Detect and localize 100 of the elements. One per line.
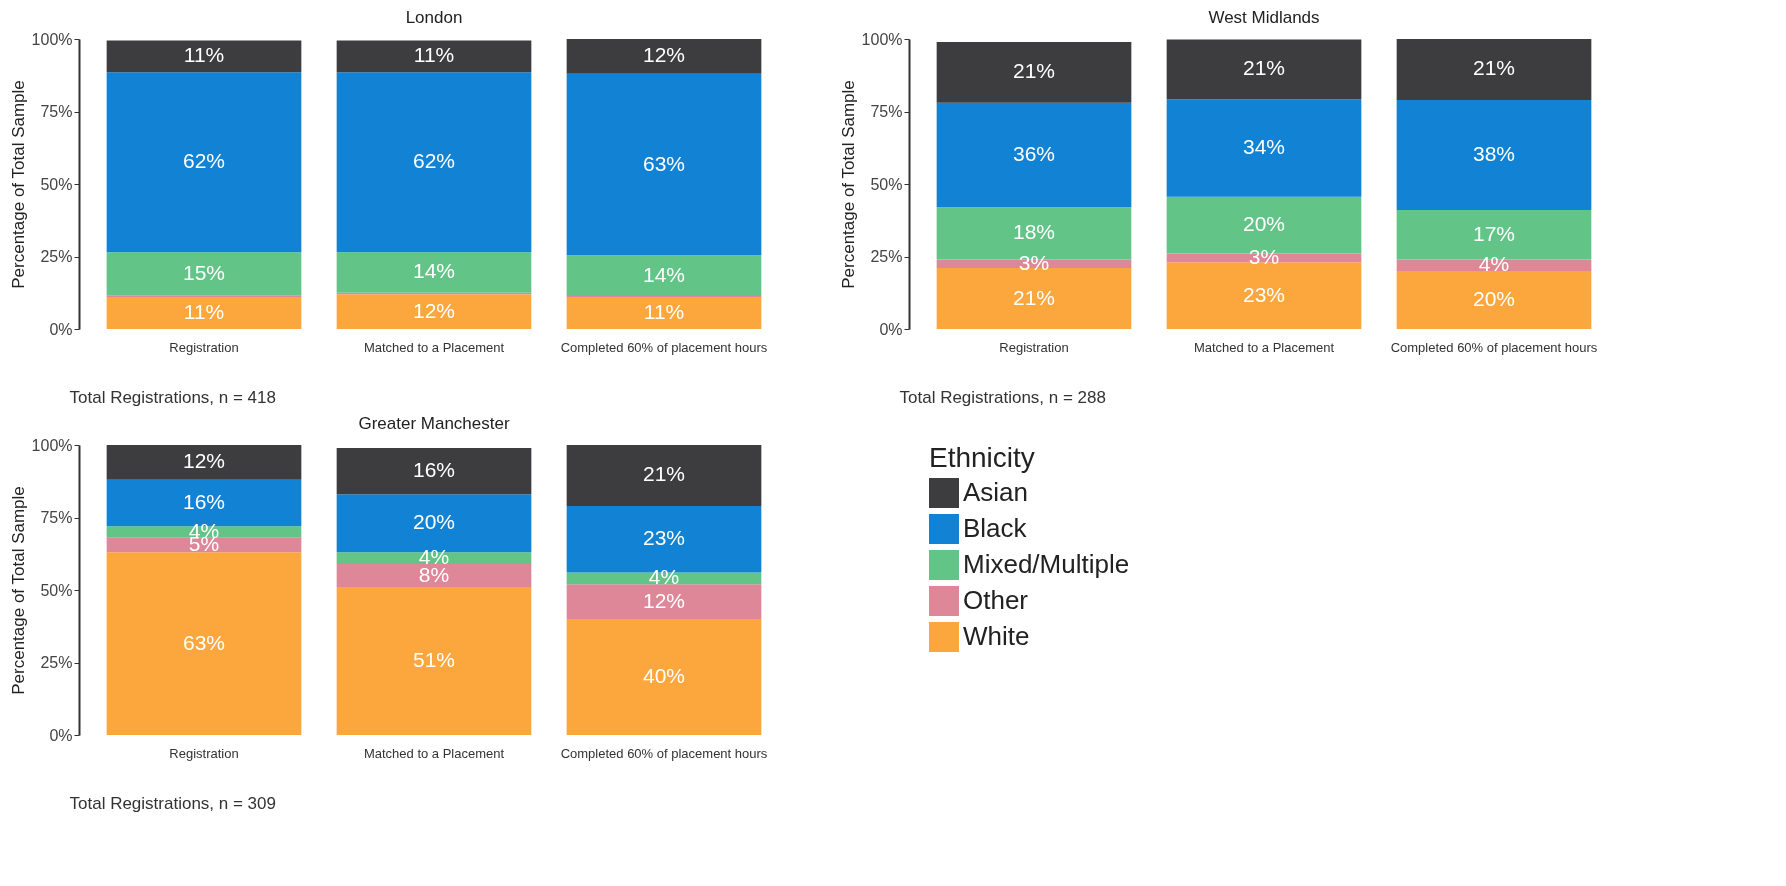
y-tick-label: 50%: [870, 175, 903, 193]
data-label: 23%: [1242, 282, 1286, 306]
bar: [336, 587, 532, 735]
bar: [336, 552, 532, 564]
x-tick-label: Matched to a Placement: [363, 339, 505, 355]
legend-label: Asian: [963, 477, 1029, 507]
x-tick-label: Completed 60% of placement hours: [1390, 339, 1598, 355]
bar: [936, 268, 1132, 329]
y-tick-label: 75%: [40, 509, 73, 526]
data-label: 21%: [1472, 56, 1516, 80]
bar: [336, 252, 532, 293]
x-tick-label: Registration: [169, 745, 239, 761]
y-tick-label: 75%: [40, 103, 73, 120]
data-label: 63%: [182, 630, 226, 654]
data-label: 11%: [643, 300, 685, 324]
data-label: 21%: [1242, 56, 1286, 80]
bar: [106, 445, 302, 480]
y-tick-label: 25%: [40, 654, 73, 671]
data-label: 14%: [642, 262, 686, 286]
bar: [106, 72, 302, 253]
bar: [566, 39, 762, 74]
x-tick-label: Matched to a Placement: [363, 745, 505, 761]
bar: [1396, 99, 1592, 211]
chart-title: London: [405, 8, 463, 27]
data-label: 11%: [183, 43, 225, 67]
data-label: 16%: [412, 458, 456, 482]
bar: [1396, 259, 1592, 271]
y-axis-title: Percentage of Total Sample: [8, 80, 28, 289]
data-label: 20%: [1472, 287, 1516, 310]
bar: [566, 445, 762, 506]
legend-label: Other: [963, 585, 1029, 615]
bar: [336, 72, 532, 253]
bar: [336, 294, 532, 329]
data-label: 16%: [182, 490, 226, 513]
bar: [566, 73, 762, 256]
data-label: 62%: [412, 149, 456, 173]
data-label: 38%: [1472, 142, 1516, 165]
data-label: 34%: [1242, 135, 1286, 159]
y-tick-label: 50%: [40, 581, 73, 599]
data-label: 11%: [183, 300, 225, 324]
data-label: 63%: [642, 151, 686, 175]
data-label: 4%: [648, 565, 680, 589]
chart-title: West Midlands: [1208, 8, 1320, 27]
bar: [566, 619, 762, 735]
data-label: 21%: [1012, 285, 1056, 309]
bar: [336, 447, 532, 495]
data-label: 62%: [182, 149, 226, 173]
y-tick-label: 25%: [870, 248, 903, 265]
data-label: 4%: [418, 545, 450, 569]
data-label: 17%: [1472, 221, 1516, 245]
bar: [106, 552, 302, 735]
legend-label: White: [963, 621, 1030, 651]
chart-title: Greater Manchester: [358, 414, 510, 433]
bar: [1166, 39, 1362, 100]
y-axis-title: Percentage of Total Sample: [838, 80, 858, 289]
bar: [106, 252, 302, 296]
y-axis-title: Percentage of Total Sample: [8, 486, 28, 695]
bar: [106, 40, 302, 73]
y-tick-label: 100%: [861, 30, 903, 48]
data-label: 12%: [642, 43, 686, 67]
x-tick-label: Completed 60% of placement hours: [560, 745, 768, 761]
bar: [566, 584, 762, 619]
data-label: 23%: [642, 526, 686, 550]
data-label: 36%: [1012, 142, 1056, 165]
data-label: 14%: [412, 259, 456, 283]
bar: [936, 102, 1132, 208]
data-label: 20%: [412, 510, 456, 534]
bar: [1166, 262, 1362, 329]
y-tick-label: 100%: [31, 436, 73, 454]
bar: [336, 563, 532, 588]
x-tick-label: Registration: [999, 339, 1069, 355]
bar: [336, 40, 532, 73]
y-tick-label: 75%: [870, 103, 903, 120]
y-tick-label: 100%: [31, 30, 73, 48]
text: Total Registrations, n = 418: [69, 387, 276, 407]
data-label: 11%: [413, 43, 455, 67]
data-label: 21%: [642, 462, 686, 486]
data-label: 20%: [1242, 212, 1286, 236]
legend-title: Ethnicity: [929, 442, 1035, 473]
bar: [936, 41, 1132, 103]
data-label: 21%: [1012, 59, 1056, 83]
bar: [106, 297, 302, 329]
data-label: 18%: [1012, 220, 1056, 244]
data-label: 12%: [412, 298, 456, 322]
x-tick-label: Registration: [169, 339, 239, 355]
data-label: 40%: [642, 664, 686, 687]
bar: [1396, 271, 1592, 329]
data-label: 15%: [182, 260, 226, 284]
data-label: 51%: [412, 648, 456, 672]
data-label: 12%: [642, 588, 686, 612]
y-tick-label: 25%: [40, 248, 73, 265]
legend-label: Black: [963, 513, 1028, 543]
y-tick-label: 50%: [40, 175, 73, 193]
bar: [1166, 99, 1362, 197]
y-tick-label: 0%: [879, 320, 903, 338]
bar: [566, 255, 762, 296]
y-tick-label: 0%: [49, 726, 73, 744]
bar: [566, 297, 762, 329]
x-tick-label: Matched to a Placement: [1193, 339, 1335, 355]
text: Total Registrations, n = 309: [69, 793, 276, 813]
